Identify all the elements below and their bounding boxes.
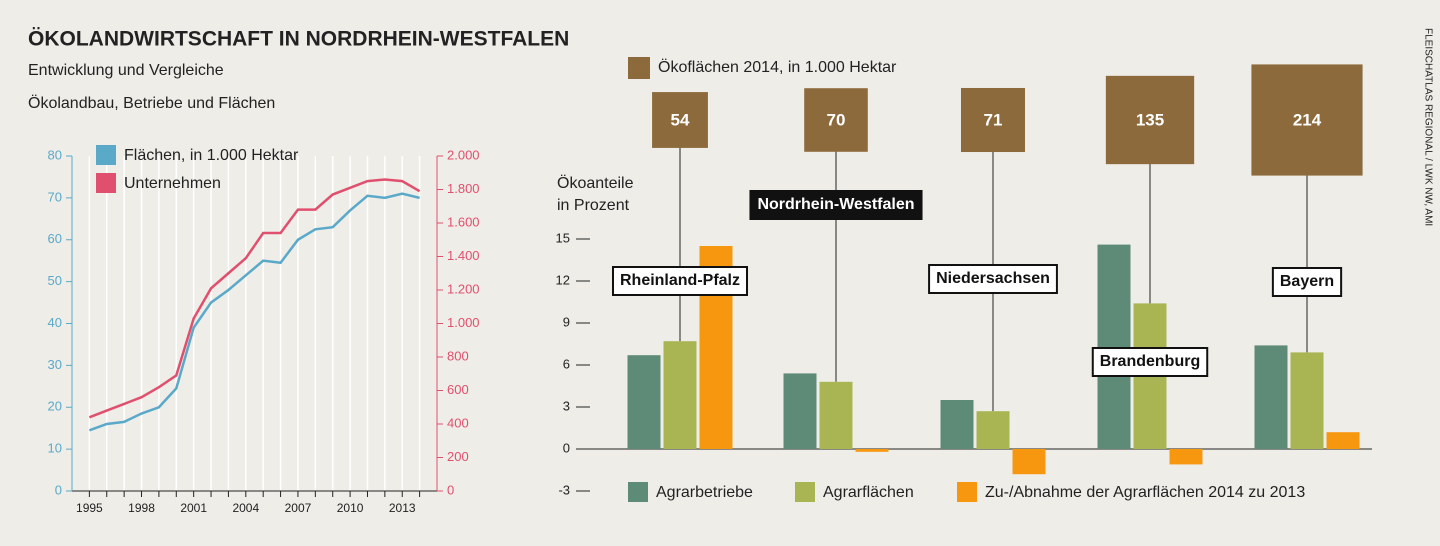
y2-tick-label: 1.000 (447, 315, 480, 330)
y-tick-label: 0 (563, 440, 570, 455)
category-label-group: Brandenburg (1091, 347, 1209, 377)
area-box (652, 92, 708, 148)
y-tick-label: 9 (563, 314, 570, 329)
y-tick-label: 70 (48, 189, 62, 204)
bar (783, 373, 817, 449)
bar (1254, 345, 1288, 449)
y-tick-label: 6 (563, 356, 570, 371)
category-label-group: Bayern (1271, 267, 1343, 297)
area-value: 70 (827, 110, 846, 129)
x-tick-label: 1998 (128, 501, 155, 515)
bar (819, 381, 853, 449)
category-label-group: Nordrhein-Westfalen (749, 190, 923, 220)
source: FLEISCHATLAS REGIONAL / LWK NW, AMI (1422, 28, 1433, 226)
area-value: 71 (984, 110, 1003, 129)
title: ÖKOLANDWIRTSCHAFT IN NORDRHEIN-WESTFALEN (28, 28, 569, 51)
y-axis-label: in Prozent (557, 197, 630, 214)
x-tick-label: 1995 (76, 501, 103, 515)
category-label: Niedersachsen (936, 270, 1050, 287)
area-value: 135 (1136, 110, 1164, 129)
y2-tick-label: 200 (447, 449, 469, 464)
legend-swatch (957, 482, 977, 502)
area-box (1105, 75, 1195, 165)
category-label: Nordrhein-Westfalen (757, 196, 914, 213)
category-label-group: Rheinland-Pfalz (611, 266, 749, 296)
legend-label: Flächen, in 1.000 Hektar (124, 147, 299, 164)
bar (1097, 244, 1131, 449)
bar (940, 400, 974, 449)
area-box (804, 88, 868, 152)
line (88, 192, 420, 432)
category-label-box (928, 264, 1058, 294)
y2-tick-label: 1.600 (447, 214, 480, 229)
legend-swatch (795, 482, 815, 502)
legend-swatch (628, 482, 648, 502)
category-label-box (749, 190, 923, 220)
area-value: 54 (671, 110, 690, 129)
bar (1290, 352, 1324, 449)
y-tick-label: 0 (55, 482, 62, 497)
legend-label: Agrarbetriebe (656, 484, 753, 501)
chart-title: Ökolandbau, Betriebe und Flächen (28, 94, 275, 112)
x-tick-label: 2004 (232, 501, 259, 515)
y2-tick-label: 800 (447, 348, 469, 363)
y-tick-label: 20 (48, 399, 62, 414)
bar (1326, 432, 1360, 449)
legend-swatch (96, 173, 116, 193)
y2-tick-label: 1.400 (447, 248, 480, 263)
subtitle: Entwicklung und Vergleiche (28, 62, 224, 79)
y-tick-label: 40 (48, 315, 62, 330)
line (88, 178, 421, 419)
bar (1169, 449, 1203, 465)
bar (663, 341, 697, 449)
legend-swatch (628, 57, 650, 79)
y-tick-label: 12 (556, 272, 570, 287)
y-tick-label: 80 (48, 147, 62, 162)
legend-label: Zu-/Abnahme der Agrarflächen 2014 zu 201… (985, 484, 1305, 501)
y-tick-label: -3 (558, 482, 570, 497)
x-tick-label: 2001 (180, 501, 207, 515)
y-tick-label: 60 (48, 231, 62, 246)
legend-swatch (96, 145, 116, 165)
bar (976, 411, 1010, 449)
bar (1012, 449, 1046, 475)
y2-tick-label: 400 (447, 415, 469, 430)
category-label: Rheinland-Pfalz (620, 272, 740, 289)
area-box (1251, 64, 1363, 176)
legend-label: Unternehmen (124, 175, 221, 192)
y-tick-label: 3 (563, 398, 570, 413)
x-tick-label: 2010 (337, 501, 364, 515)
y2-tick-label: 2.000 (447, 147, 480, 162)
y2-tick-label: 1.800 (447, 181, 480, 196)
y2-tick-label: 0 (447, 482, 454, 497)
y-tick-label: 15 (556, 230, 570, 245)
y2-tick-label: 1.200 (447, 281, 480, 296)
y-axis-label: Ökoanteile (557, 174, 634, 192)
y-tick-label: 10 (48, 441, 62, 456)
x-tick-label: 2007 (285, 501, 312, 515)
category-label-box (611, 266, 749, 296)
bar (627, 355, 661, 449)
x-tick-label: 2013 (389, 501, 416, 515)
category-label-box (1091, 347, 1209, 377)
area-value: 214 (1293, 110, 1322, 129)
category-label: Brandenburg (1100, 353, 1200, 370)
y-tick-label: 50 (48, 273, 62, 288)
y2-tick-label: 600 (447, 382, 469, 397)
legend-label: Ökoflächen 2014, in 1.000 Hektar (658, 58, 897, 76)
legend-label: Agrarflächen (823, 484, 914, 501)
bar (855, 449, 889, 452)
area-box (960, 87, 1026, 153)
category-label-group: Niedersachsen (928, 264, 1058, 294)
category-label-box (1271, 267, 1343, 297)
y-tick-label: 30 (48, 357, 62, 372)
category-label: Bayern (1280, 273, 1334, 290)
